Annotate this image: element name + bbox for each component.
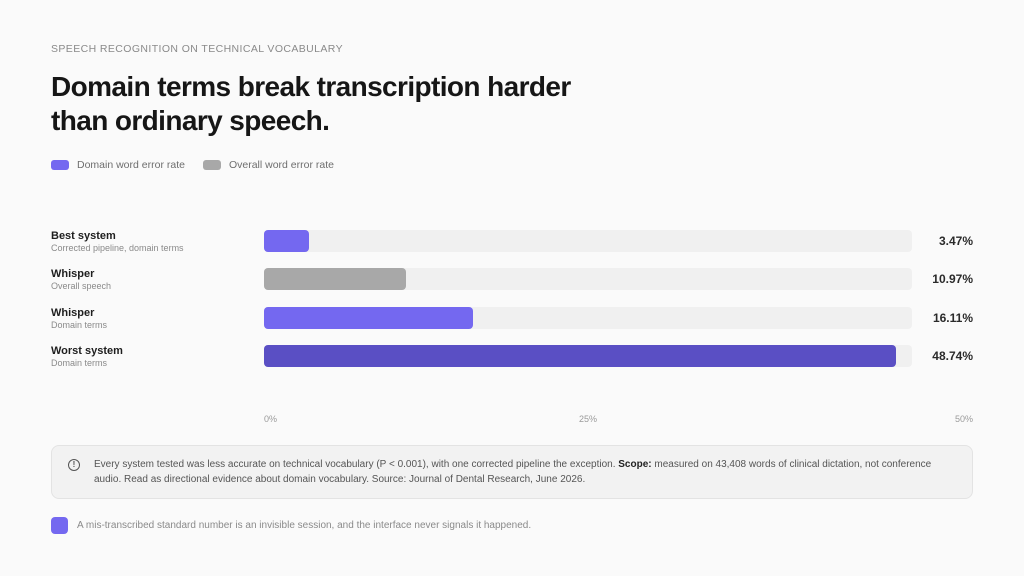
footer: A mis-transcribed standard number is an … [51,517,531,534]
x-tick-50: 50% [954,414,973,424]
bar-track [264,268,912,290]
row-title: Whisper [51,307,95,319]
value-label-whisper-overall: 10.97% [932,272,973,286]
bar-whisper-overall [264,268,407,290]
row-title: Best system [51,230,116,242]
bar-track [264,345,912,367]
row-title: Worst system [51,345,123,357]
x-tick-0: 0% [264,414,278,424]
row-title: Whisper [51,268,95,280]
legend-swatch-overall [202,160,221,170]
row-sublabel: Overall speech [51,281,112,291]
row-label-whisper-overall: Whisper Overall speech [51,268,251,292]
value-label-whisper-domain: 16.11% [932,311,973,325]
value-label-worst-system: 48.74% [932,349,973,363]
row-label-worst-system: Worst system Domain terms [51,345,251,369]
legend-label-overall: Overall word error rate [228,159,334,171]
legend-label-domain: Domain word error rate [77,159,185,171]
eyebrow: SPEECH RECOGNITION ON TECHNICAL VOCABULA… [51,43,343,55]
x-tick-25: 25% [578,414,598,424]
legend: Domain word error rate Overall word erro… [51,159,334,171]
info-note: ! Every system tested was less accurate … [51,445,973,499]
legend-swatch-domain [51,160,69,170]
bar-worst-system [264,345,896,367]
bar-best-system [264,230,309,252]
info-icon: ! [68,459,80,471]
page-title: Domain terms break transcription harder … [51,71,571,136]
value-label-best-system: 3.47% [938,234,973,248]
bar-track [264,307,912,329]
legend-item-overall: Overall word error rate [202,159,334,171]
row-sublabel: Domain terms [51,358,108,368]
legend-item-domain: Domain word error rate [51,159,185,171]
note-text-after: measured on 43,408 words of clinical dic… [94,459,932,485]
row-label-whisper-domain: Whisper Domain terms [51,307,251,331]
note-scope-label: Scope: [618,459,652,470]
bar-track [264,230,912,252]
row-sublabel: Corrected pipeline, domain terms [51,243,184,253]
footer-swatch [51,517,68,534]
note-text-before: Every system tested was less accurate on… [94,459,619,470]
bar-whisper-domain [264,307,473,329]
row-label-best-system: Best system Corrected pipeline, domain t… [51,230,251,254]
footer-text: A mis-transcribed standard number is an … [77,520,532,531]
row-sublabel: Domain terms [51,320,108,330]
